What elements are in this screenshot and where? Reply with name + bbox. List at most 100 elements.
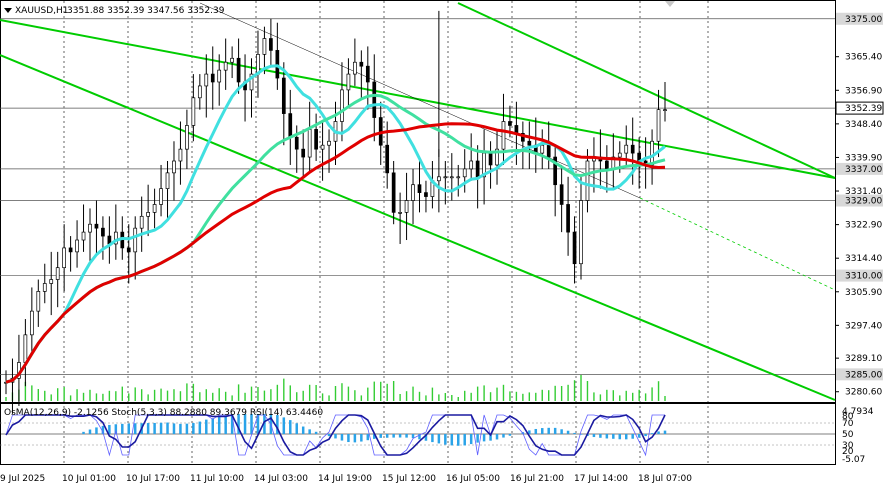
indicator-scale-label: -5.07 [842,455,865,465]
candle-body [443,176,448,179]
indicator-scale-label: 70 [842,419,854,429]
time-label: 10 Jul 17:00 [126,474,180,484]
candle-body [624,144,629,154]
time-label: 15 Jul 12:00 [382,474,436,484]
candle-body [572,231,577,265]
candle-body [656,109,661,142]
time-label: 14 Jul 03:00 [254,474,308,484]
price-tick-label: 3348.40 [845,120,882,130]
channel-line [0,19,836,179]
candle-body [559,184,564,205]
candle-body [146,212,150,217]
candle-body [398,212,402,214]
candle-body [42,283,47,292]
time-label: 10 Jul 01:00 [62,474,116,484]
trend-line [199,2,641,199]
candle-body [437,176,441,182]
level-label: 3285.00 [845,370,882,380]
candle-body [340,89,344,122]
indicator-title: OsMA(12,26,9) -2.1256 Stoch(5,3,3) 88.28… [4,408,323,418]
candle-body [495,148,499,166]
candle-body [456,176,461,179]
candle-body [288,113,293,138]
candle-body [553,156,558,186]
candle-body [126,247,131,253]
indicator-scale-label: 4.7934 [842,407,874,417]
candle-body [501,121,506,150]
candle-body [579,200,583,265]
candle-body [23,334,28,363]
candle-body [101,227,105,237]
candle-body [365,65,370,83]
candle-body [68,247,73,253]
level-label: 3310.00 [845,272,882,282]
candle-body [417,184,422,193]
candle-body [650,140,654,166]
indicator-scale-label: 20 [842,447,854,457]
level-tag [836,269,883,282]
candle-body [152,204,157,213]
candle-body [236,57,241,83]
candle-body [185,125,189,150]
collapse-arrow-icon[interactable] [4,8,12,13]
candle-body [165,172,170,190]
candle-body [346,73,351,91]
indicator-scale-label: 30 [842,441,854,451]
price-tick-label: 3305.90 [845,288,882,298]
main-pane-frame [0,0,836,403]
candle-body [159,188,163,205]
candle-body [605,160,609,170]
candle-body [469,160,474,170]
indicator-scale-label: 80 [842,412,854,422]
candle-body [449,176,454,179]
candle-body [139,215,144,229]
time-label: 16 Jul 21:00 [510,474,564,484]
indicator-scale-label: 50 [842,430,854,440]
candle-body [210,73,215,83]
candle-body [617,152,622,158]
scroll-marker-icon[interactable] [665,1,675,7]
candle-body [585,160,590,201]
stoch-signal-line [5,414,666,456]
candle-body [372,81,377,118]
candle-body [81,231,86,241]
level-tag [836,194,883,207]
level-label: 3352.39 [845,104,882,114]
candle-body [508,121,512,126]
candle-body [353,61,357,75]
level-label: 3329.00 [845,197,882,207]
trend-extension-line [639,197,836,291]
price-axis: 3365.40 3356.90 3348.40 3339.90 3331.40 3322.… [835,12,884,398]
time-label: 14 Jul 19:00 [318,474,372,484]
candle-body [204,73,209,87]
candle-body [527,140,532,146]
channel-line [0,54,836,401]
candle-body [359,61,364,67]
candle-body [178,148,183,162]
candle-body [94,223,99,229]
candle-body [424,192,428,197]
candle-body [663,109,667,111]
candle-body [294,136,299,150]
price-tick-label: 3289.10 [845,354,882,364]
candle-body [113,231,118,245]
candle-body [217,69,222,83]
candle-body [249,73,254,91]
volume-bars [5,375,666,401]
candle-body [314,129,318,150]
price-tick-label: 3297.40 [845,321,882,331]
candle-body [172,160,176,174]
level-tag [836,162,883,175]
candle-body [540,144,545,154]
candle-body [197,85,202,99]
candle-body [49,279,54,284]
level-label: 3375.00 [845,15,882,25]
candle-body [262,38,267,55]
candle-body [320,144,325,150]
trend-channel-lines [0,2,836,401]
candle-body [462,168,467,178]
candle-body [566,204,570,233]
candle-body [327,140,331,146]
